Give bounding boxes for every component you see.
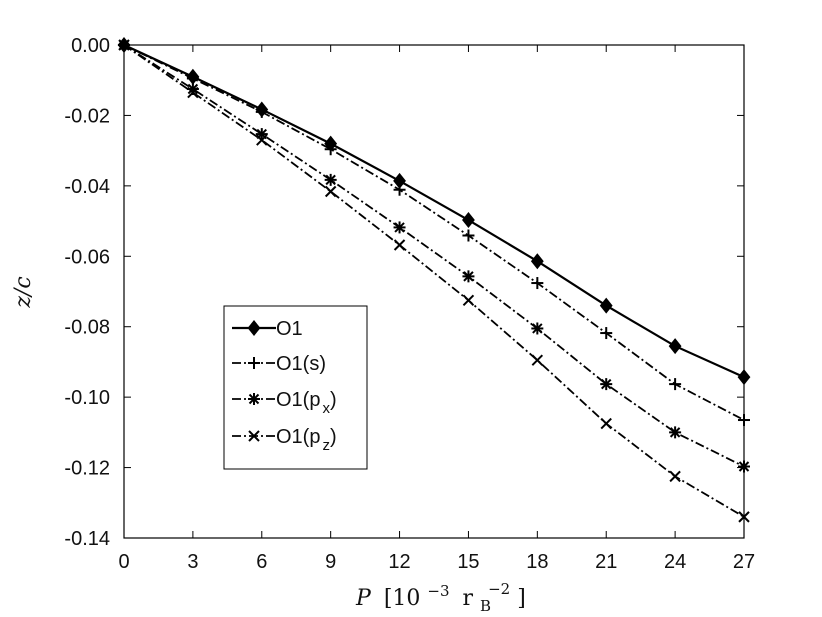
x-axis-ticks: 0 3 6 9 12 15 18 21 24 27 [118,45,755,573]
series-2-point [669,378,682,391]
x-tick-label: 0 [118,551,129,573]
x-axis-label-var: P [355,586,372,611]
series-3-point [324,173,337,186]
x-tick-label: 27 [733,551,755,573]
y-tick-label: -0.14 [64,528,110,550]
svg-text:P [10 −3 r: P [10 −3 r B −2 ] [355,575,526,617]
plot-area-frame [123,44,745,539]
series-4-point [669,470,681,483]
y-tick-label: -0.12 [64,458,110,480]
y-axis-label: z/c [11,276,36,308]
series-1-point [530,253,544,270]
series-1-point [599,297,613,314]
series-2-point [531,277,544,290]
legend-label: O1(p z) [276,426,337,454]
series-3-point [255,128,268,141]
y-tick-label: -0.10 [64,387,110,409]
series-4-point [600,417,612,430]
series-2-line [123,44,745,421]
series-4-point [462,294,475,307]
series-4-point [738,511,750,523]
series-2-point [462,229,475,242]
series-1-line [123,44,745,379]
x-axis-label-unit-open: [10 [384,586,421,611]
x-axis-label-exp: −3 [427,582,449,600]
y-tick-label: -0.02 [64,105,110,127]
x-axis-label-r: r [463,586,474,611]
y-tick-label: -0.04 [64,176,110,198]
legend-label: O1 [276,318,303,340]
series-2-point [738,414,750,427]
series-3-point [531,322,544,335]
y-tick-label: -0.08 [64,317,110,339]
series-1-point [186,68,200,85]
series-1-point [668,338,682,355]
x-axis-label-sub: B [480,597,491,615]
series-1-point [393,172,406,189]
series-1-point [255,101,269,118]
legend-marker [247,320,261,336]
series-3-line [123,44,745,468]
legend-box [223,305,368,470]
x-axis-label-close: ] [517,586,526,611]
series-3-point [462,270,475,283]
series-1-point [737,369,751,386]
x-tick-label: 18 [526,551,548,573]
y-axis-ticks: 0.00 -0.02 -0.04 -0.06 -0.08 -0.10 -0.12 -0.14 [64,35,744,550]
series-1-point [462,212,475,229]
x-tick-label: 21 [595,551,617,573]
series-4-point [324,185,337,198]
x-tick-label: 15 [457,551,479,573]
series-3-point [186,83,199,96]
series-layer [117,37,751,523]
x-tick-label: 3 [187,551,198,573]
y-tick-label: 0.00 [71,35,110,57]
series-3-point [393,221,406,234]
series-4-point [531,354,544,366]
x-tick-label: 24 [664,551,686,573]
series-3-point [669,426,682,439]
series-4-line [123,44,745,518]
legend-marker [248,393,260,405]
legend-marker [248,357,260,369]
legend: O1 O1(s) O1(p x) O1(p z) [223,305,368,470]
y-tick-label: -0.06 [64,246,110,268]
series-2-point [600,327,613,340]
series-1-point [324,135,338,152]
x-tick-label: 12 [388,551,410,573]
series-4-point [393,239,406,251]
legend-marker [248,430,260,442]
series-3-point [600,378,613,391]
legend-label: O1(p x) [276,389,337,417]
x-axis-label: P [10 −3 r B −2 ] [355,575,526,617]
svg-text:z/c: z/c [11,276,36,308]
series-1-point [117,37,131,53]
x-tick-label: 6 [256,551,267,573]
x-tick-label: 9 [325,551,336,573]
x-axis-label-exp2: −2 [488,580,510,598]
series-3-point [738,460,750,473]
legend-label: O1(s) [276,353,326,375]
